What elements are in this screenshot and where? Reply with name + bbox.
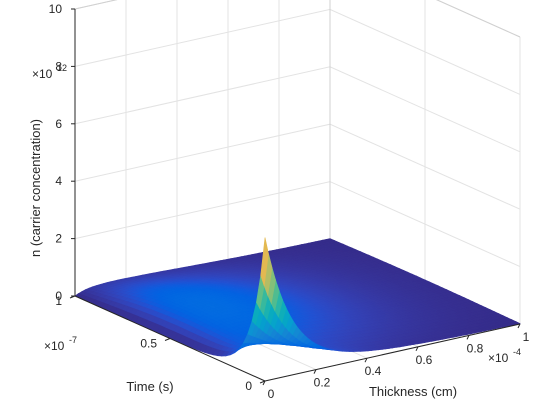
y-axis-label: Time (s) — [126, 379, 173, 394]
x-tick-label: 0 — [268, 387, 275, 401]
z-axis-label: n (carrier concentration) — [28, 119, 43, 257]
box-top-edge — [74, 0, 521, 38]
z-tick-label: 8 — [55, 59, 62, 73]
y-tick — [259, 380, 266, 384]
z-tick-label: 10 — [49, 2, 63, 16]
z-tick-label: 0 — [55, 289, 62, 303]
svg-text:×10: ×10 — [32, 67, 53, 81]
z-gridline — [74, 8, 521, 95]
svg-text:×10: ×10 — [488, 351, 509, 365]
surface — [74, 237, 521, 357]
y-exponent-power: -7 — [69, 335, 77, 345]
z-exponent-power: 12 — [57, 63, 67, 73]
z-tick-label: 6 — [55, 117, 62, 131]
x-tick — [364, 357, 368, 363]
z-tick-label: 2 — [55, 232, 62, 246]
x-tick-label: 0.8 — [467, 341, 484, 355]
x-tick — [517, 323, 521, 329]
x-tick — [415, 346, 419, 352]
x-axis-label: Thickness (cm) — [369, 384, 457, 399]
svg-text:×10: ×10 — [44, 339, 65, 353]
z-gridline — [74, 0, 521, 38]
surface-patch — [260, 237, 269, 286]
z-tick-label: 4 — [55, 174, 62, 188]
y-tick-label: 0.5 — [140, 337, 157, 351]
y-tick-label: 1 — [55, 294, 62, 308]
x-axis-line — [264, 323, 521, 382]
y-tick — [164, 338, 171, 341]
x-tick — [313, 369, 317, 374]
z-exponent-label: ×10 12 — [32, 63, 67, 81]
x-tick — [466, 335, 470, 340]
y-exponent-label: ×10 -7 — [44, 335, 77, 353]
x-exponent-power: -4 — [513, 347, 521, 357]
x-tick-label: 0.6 — [416, 353, 433, 367]
x-exponent-label: ×10 -4 — [488, 347, 521, 365]
z-gridline — [74, 123, 521, 210]
x-tick-label: 0.4 — [365, 364, 382, 378]
x-tick-label: 1 — [523, 330, 530, 344]
x-tick-label: 0.2 — [314, 376, 331, 390]
y-tick-label: 0 — [245, 379, 252, 393]
z-gridline — [74, 66, 521, 153]
